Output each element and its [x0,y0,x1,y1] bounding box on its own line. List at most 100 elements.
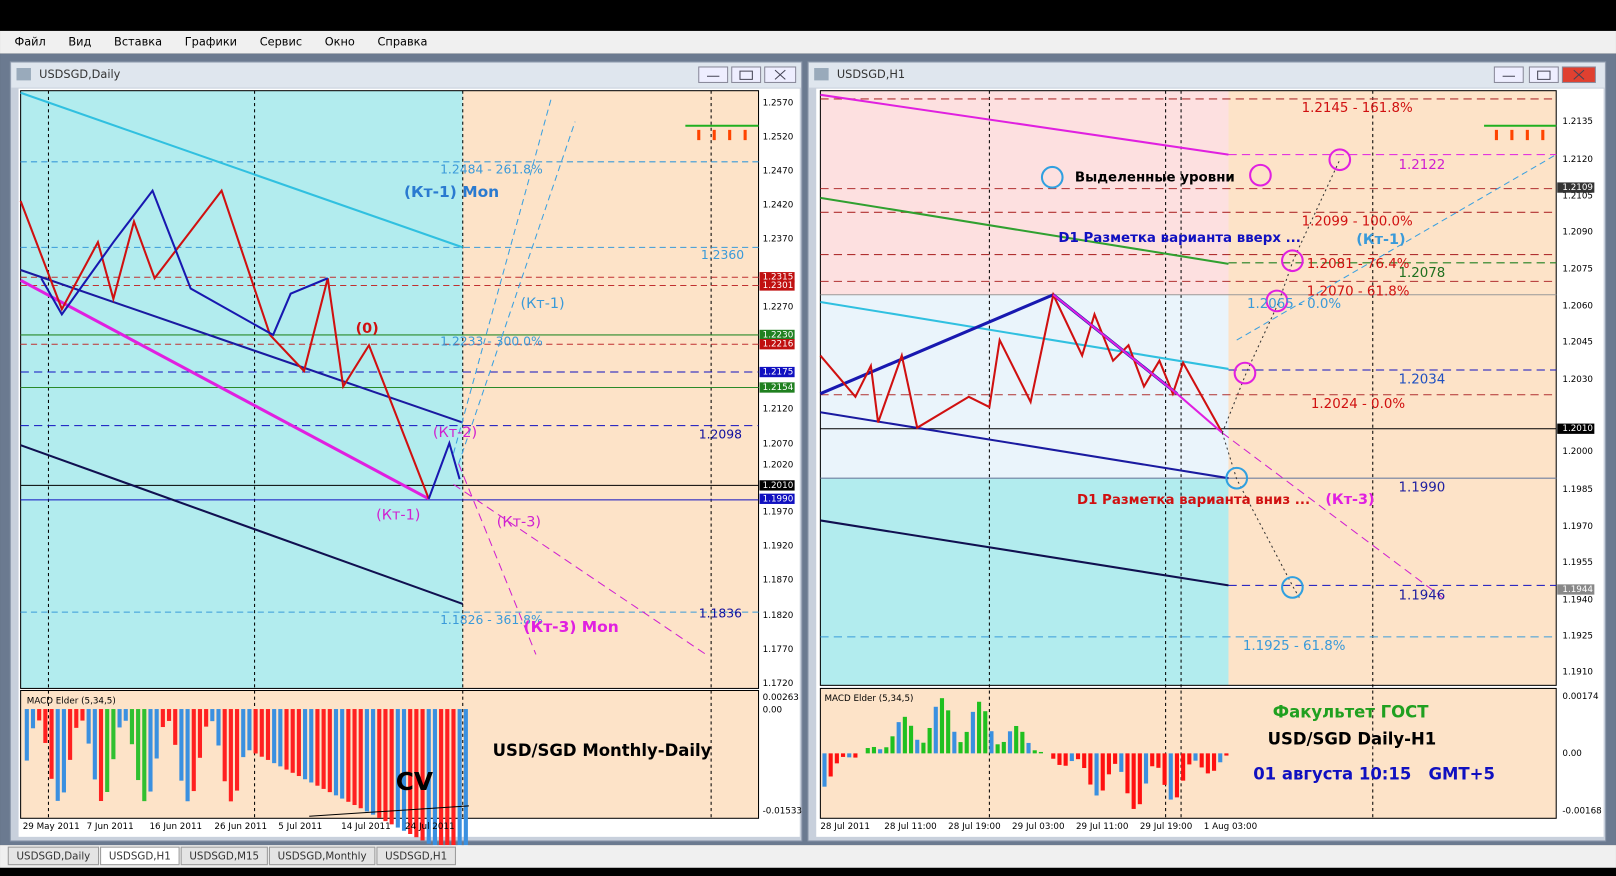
price-label: 0.00 [1562,749,1581,759]
price-label: 1.1940 [1562,595,1593,605]
histogram-bar [1100,753,1105,791]
tab-background[interactable] [100,846,180,866]
histogram-bar [1106,753,1111,775]
annotation: 1.1925 - 61.8% [1243,639,1346,654]
tab-label[interactable]: USDSGD,H1 [385,850,447,862]
tab[interactable]: USDSGD,Monthly [268,846,376,866]
histogram-bar [1119,753,1124,772]
panel [11,62,801,88]
price-label: 1.1955 [1562,558,1593,568]
annotation: D1 Разметка варианта вверх ... [1058,231,1300,246]
tab-background[interactable] [268,846,376,866]
histogram-bar [1162,753,1167,785]
histogram-bar [296,709,301,777]
histogram-bar [915,739,920,754]
histogram-bar [272,709,277,764]
price-label: 1.2109 [1562,183,1593,193]
price-label: 1.2370 [763,235,794,245]
histogram-bar [148,709,153,792]
histogram-bar [834,753,839,764]
histogram-bar [117,709,122,728]
histogram-bar [1026,742,1031,754]
panel [1557,182,1595,193]
price-label: 1.1944 [1562,585,1593,595]
tab[interactable]: USDSGD,H1 [100,846,180,866]
histogram-bar [1063,753,1068,766]
panel [759,272,795,283]
histogram-bar [309,709,314,783]
histogram-bar [173,709,178,745]
tab[interactable]: USDSGD,H1 [376,846,456,866]
tab-background[interactable] [180,846,268,866]
tab[interactable]: USDSGD,Daily [7,846,100,866]
histogram-bar [253,709,258,754]
histogram-bar [123,709,128,721]
annotation: CV [396,767,434,796]
marker-circle [1249,163,1272,187]
annotation: 1.1946 [1399,589,1446,604]
panel [1528,66,1559,83]
chart-line [1052,293,1223,434]
price-label: 1.1870 [763,576,794,586]
histogram-bar [111,709,116,760]
tab-label[interactable]: USDSGD,Daily [17,850,91,862]
time-label: 16 Jun 2011 [149,822,202,832]
panel [1228,90,1557,686]
panel [819,90,1557,686]
histogram-bar [408,709,413,835]
histogram-bar [946,710,951,754]
menu-item[interactable]: Окно [325,34,355,48]
chart-line [20,91,464,249]
histogram-bar [185,709,190,802]
panel [759,493,795,504]
histogram-bar [98,709,104,802]
tab-background[interactable] [7,846,100,866]
histogram-bar [160,709,165,728]
tab-background[interactable] [376,846,456,866]
histogram-bar [1156,753,1161,768]
chart-line [40,188,329,337]
time-label: 28 Jul 19:00 [948,822,1000,832]
histogram-bar [463,709,468,863]
menu-item[interactable]: Вид [68,34,91,48]
chart-line [309,805,469,817]
histogram-bar [840,753,846,757]
histogram-bar [1057,753,1062,765]
annotation: 1.2233 - 300.0% [440,335,543,349]
histogram-bar [61,709,66,793]
histogram-bar [86,709,91,744]
menu-item[interactable]: Графики [185,34,237,48]
histogram-bar [1125,753,1130,794]
tab-label[interactable]: USDSGD,H1 [109,850,171,862]
chart-line [820,93,1229,156]
tab[interactable]: USDSGD,M15 [180,846,268,866]
menu-item[interactable]: Сервис [260,34,302,48]
menu-item[interactable]: Вставка [114,34,162,48]
price-label: 1.2120 [1562,155,1593,165]
tab-label[interactable]: USDSGD,M15 [189,850,259,862]
panel [759,339,795,350]
menu-item[interactable]: Справка [378,34,428,48]
menu-item[interactable]: Файл [14,34,45,48]
histogram-bar [1174,753,1180,798]
window-title: USDSGD,H1 [837,67,905,81]
annotation: 1.2024 - 0.0% [1311,397,1405,412]
histogram-bar [1150,753,1155,767]
price-label: 1.2154 [763,383,794,393]
histogram-bar [210,709,215,722]
chart-line [820,519,1229,587]
histogram-bar [49,709,54,779]
marker-circle [1328,148,1352,172]
histogram-bar [1001,741,1006,754]
histogram-bar [364,709,369,812]
panel [16,68,31,81]
price-label: 1.1970 [1562,522,1593,532]
annotation: 1.2484 - 261.8% [440,163,543,177]
tab-label[interactable]: USDSGD,Monthly [278,850,367,862]
price-label: 1.2470 [763,167,794,177]
panel [809,62,1605,88]
right-window: USDSGD,H1 1.2135 1.2120 1.2105 1.2090 1.… [807,61,1607,842]
histogram-bar [890,736,895,754]
annotation: (0) [356,321,379,337]
annotation: 1.1990 [1399,480,1446,495]
